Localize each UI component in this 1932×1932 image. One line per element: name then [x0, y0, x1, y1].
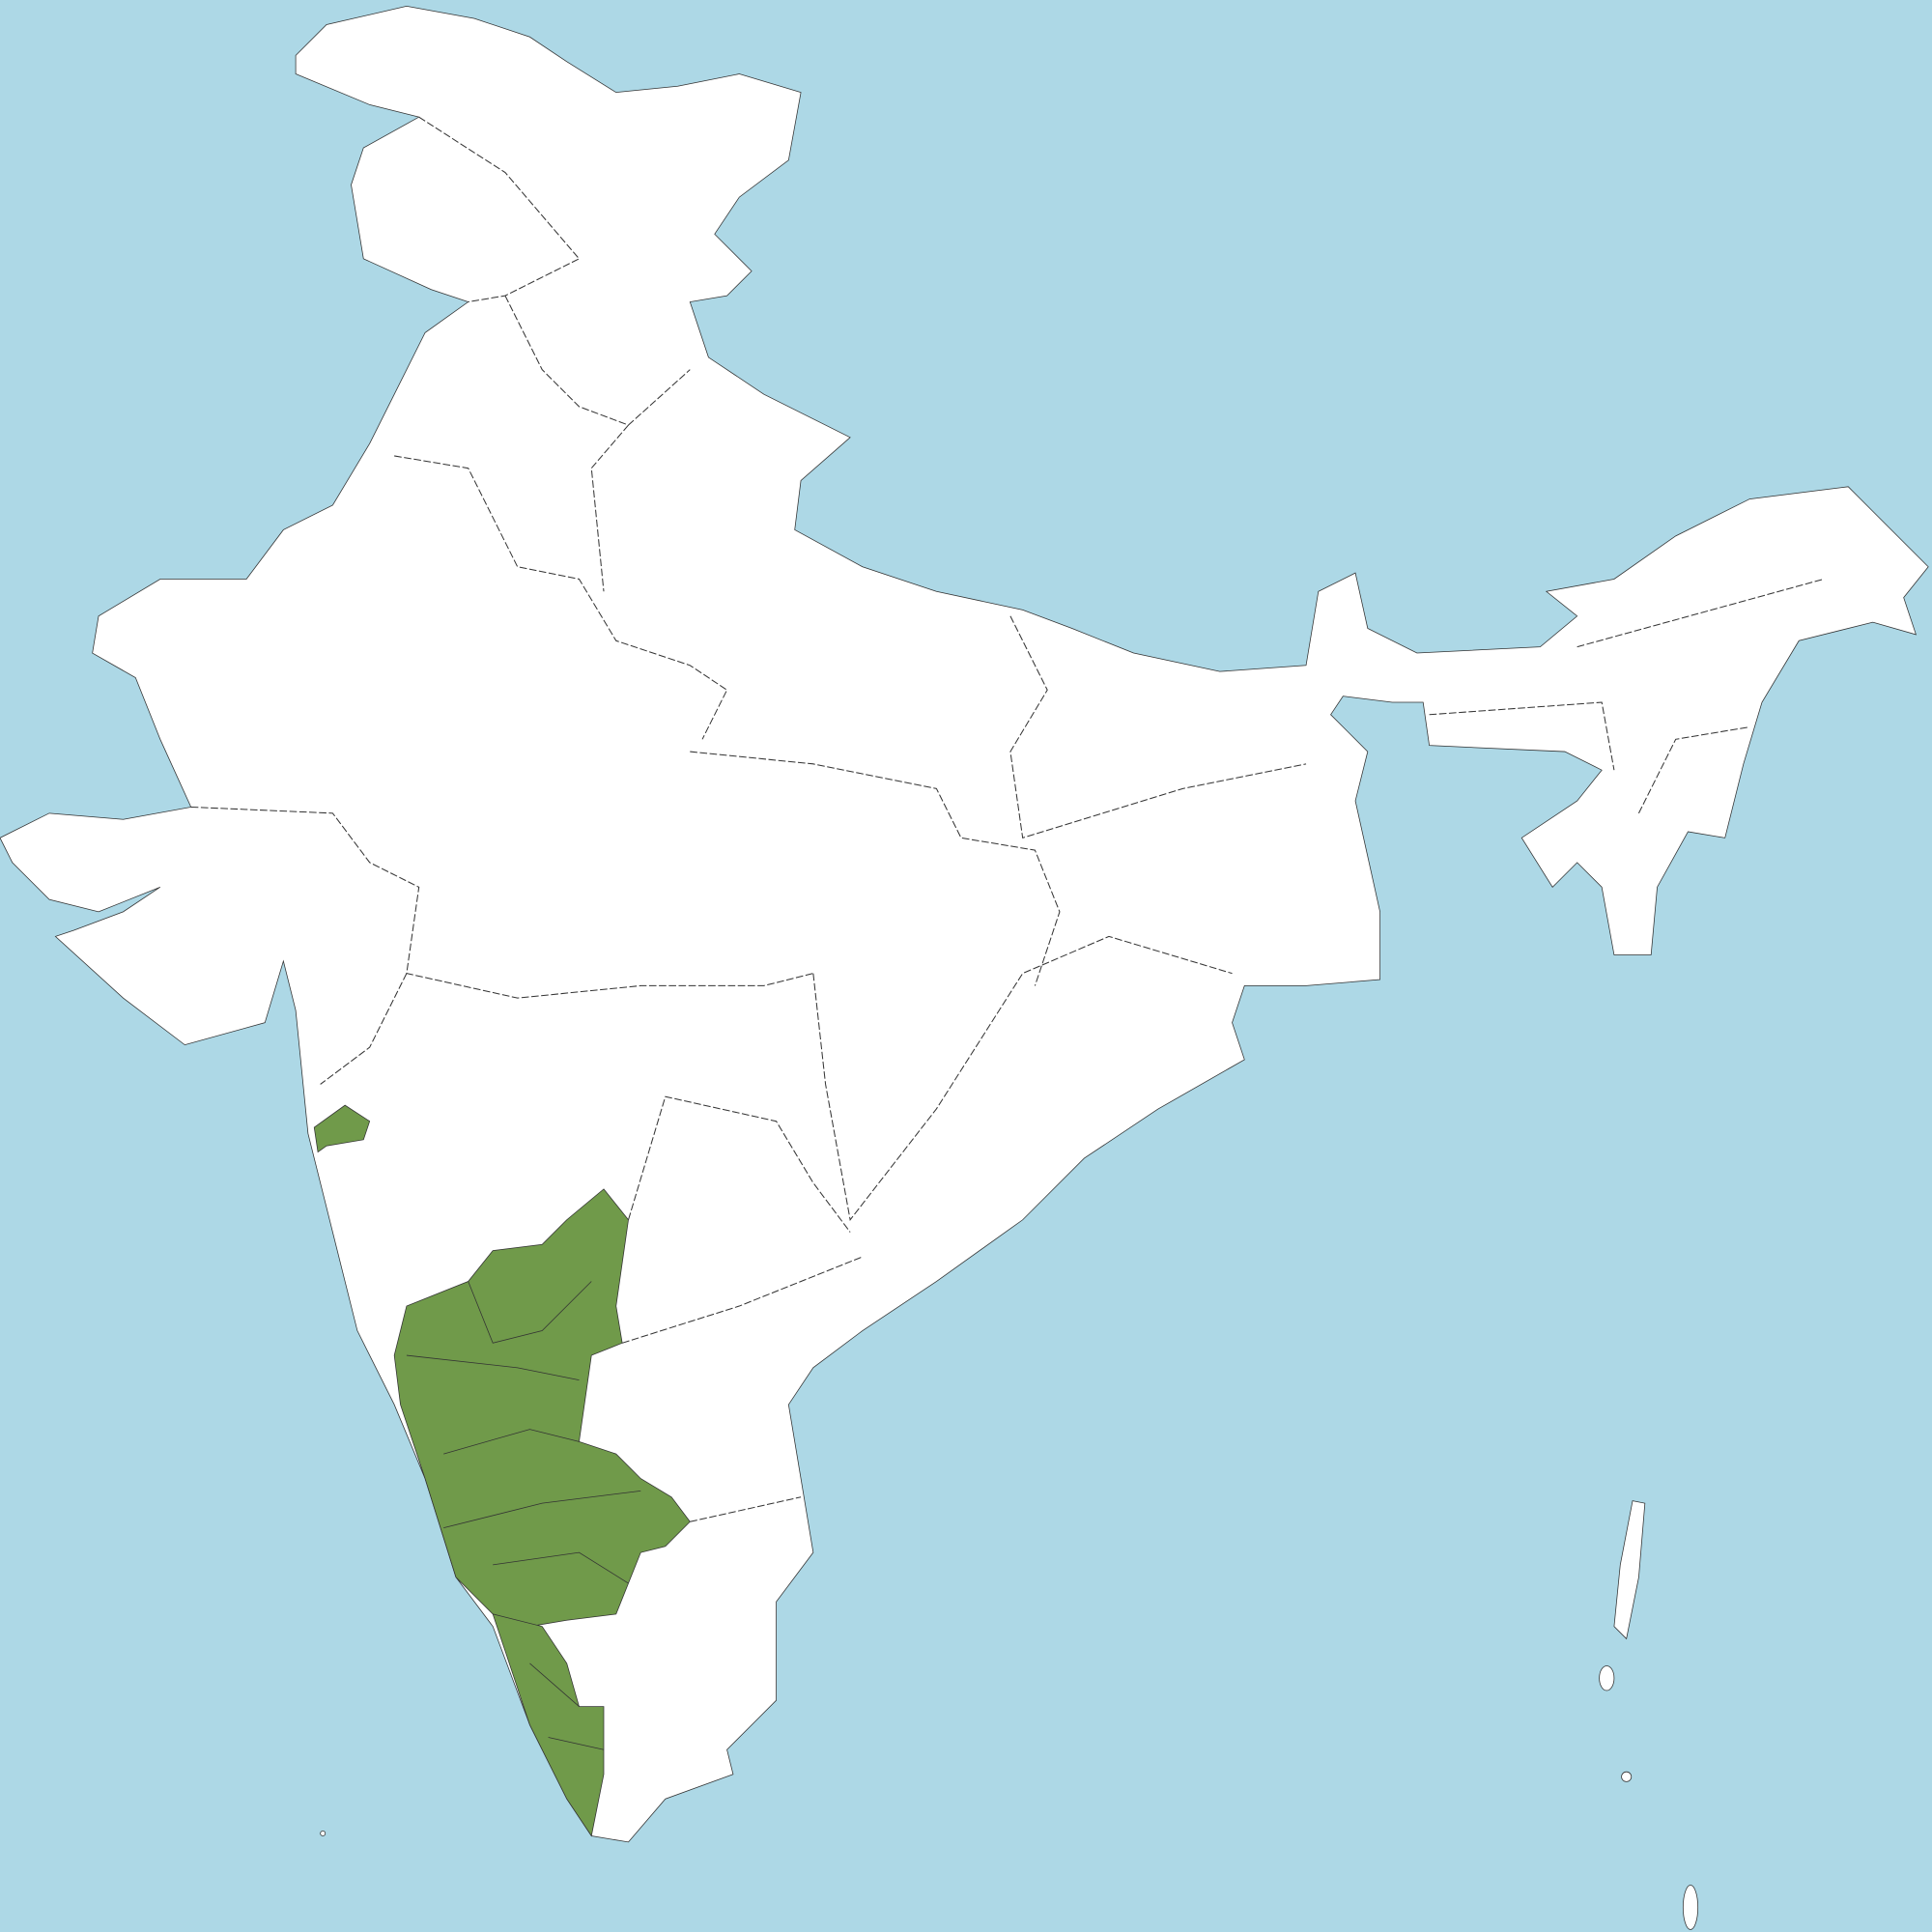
- highlighted-region-north: [313, 1104, 371, 1153]
- district-borders: [406, 1281, 641, 1750]
- highlighted-region-kerala: [492, 1613, 605, 1837]
- state-borders: [190, 116, 1824, 1522]
- lakshadweep-island: [320, 1831, 327, 1836]
- highlighted-region-karnataka: [393, 1188, 691, 1628]
- nicobar-island: [1682, 1885, 1699, 1930]
- andaman-islands: [1613, 1500, 1646, 1640]
- island: [1621, 1771, 1633, 1782]
- island: [1599, 1665, 1615, 1691]
